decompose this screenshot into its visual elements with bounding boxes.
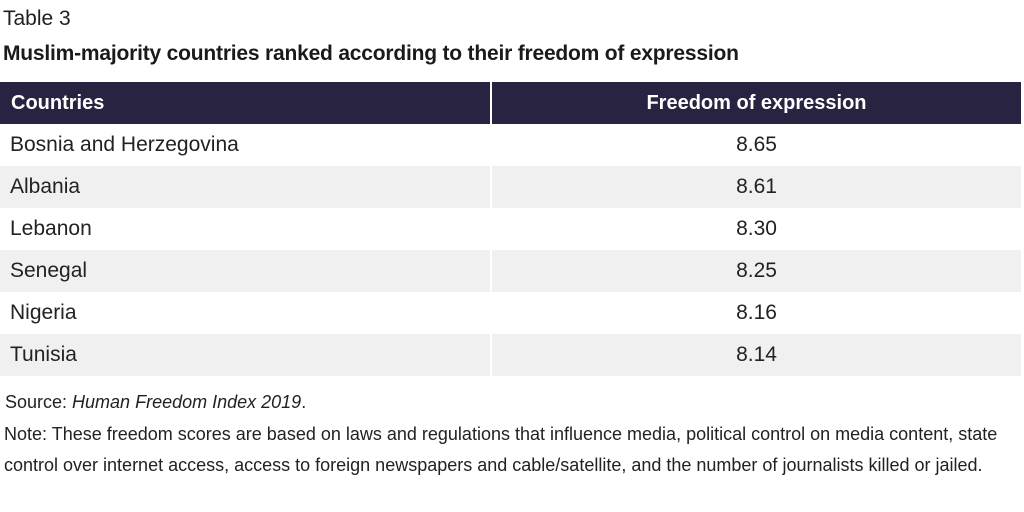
- country-cell: Mali: [0, 376, 492, 385]
- source-title: Human Freedom Index 2019: [72, 392, 302, 412]
- freedom-score-cell: 8.25: [736, 259, 777, 282]
- country-cell: Bosnia and Herzegovina: [0, 124, 492, 166]
- column-header-freedom-of-expression: Freedom of expression: [646, 91, 867, 114]
- table-row: Bosnia and Herzegovina 8.65: [0, 124, 1021, 166]
- freedom-score-cell: 8.61: [736, 175, 777, 198]
- table-row: Lebanon 8.30: [0, 208, 1021, 250]
- country-cell: Nigeria: [0, 292, 492, 334]
- country-cell: Senegal: [0, 250, 492, 292]
- country-cell: Tunisia: [0, 334, 492, 376]
- table-label: Table 3: [3, 7, 71, 30]
- table-row: Mali7.97: [0, 376, 1021, 385]
- table-note: Note: These freedom scores are based on …: [4, 424, 998, 475]
- freedom-score-cell: 8.65: [736, 133, 777, 156]
- freedom-score-cell: 8.16: [736, 301, 777, 324]
- table-row: Senegal 8.25: [0, 250, 1021, 292]
- table-body: Bosnia and Herzegovina 8.65 Albania 8.61 Leb…: [0, 124, 1021, 385]
- freedom-table: Countries Freedom of expression Bosnia a…: [0, 82, 1021, 385]
- table-title: Muslim-majority countries ranked accordi…: [3, 42, 739, 65]
- table-header-row: Countries Freedom of expression: [0, 82, 1021, 124]
- freedom-score-cell: 7.97: [492, 376, 1021, 385]
- freedom-score-cell: 8.30: [736, 217, 777, 240]
- column-header-countries: Countries: [0, 82, 492, 124]
- table-row: Nigeria 8.16: [0, 292, 1021, 334]
- country-cell: Lebanon: [0, 208, 492, 250]
- freedom-score-cell: 8.14: [736, 343, 777, 366]
- table-row: Tunisia 8.14: [0, 334, 1021, 376]
- source-suffix: .: [301, 392, 307, 412]
- table-row: Albania 8.61: [0, 166, 1021, 208]
- country-cell: Albania: [0, 166, 492, 208]
- source-line: Source: Human Freedom Index 2019.: [5, 389, 1021, 415]
- source-prefix: Source:: [5, 392, 73, 412]
